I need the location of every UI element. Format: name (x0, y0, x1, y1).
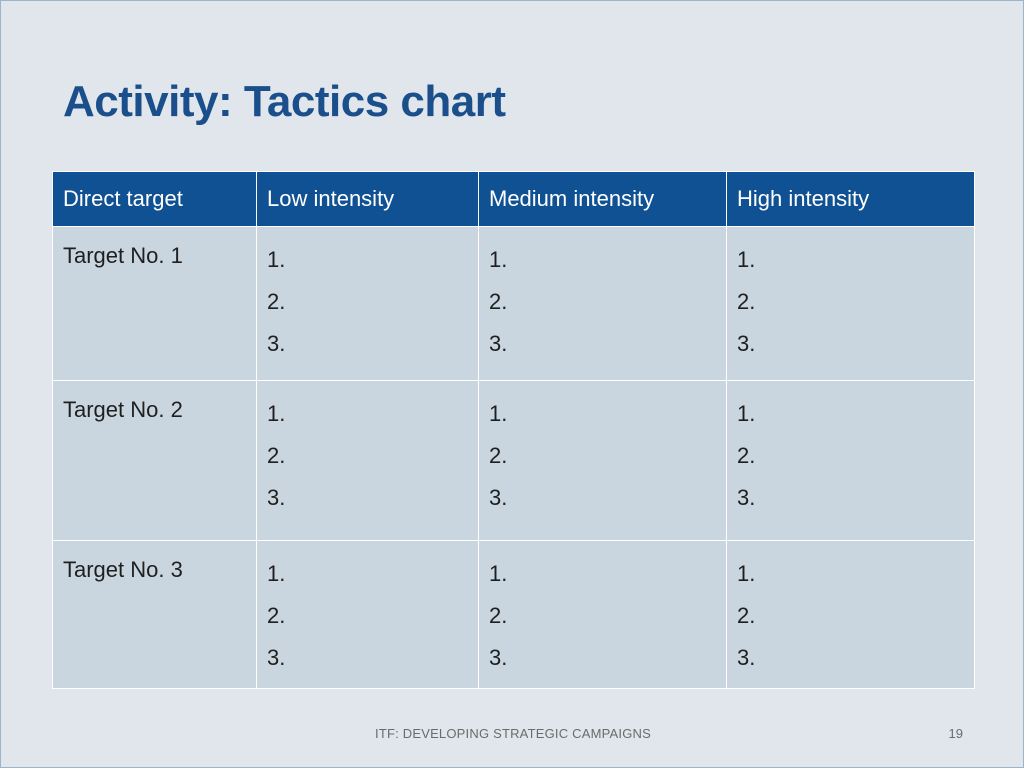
table-row: Target No. 1 1. 2. 3. 1. 2. 3. 1. 2. 3. (52, 226, 975, 381)
medium-intensity-cell: 1. 2. 3. (478, 380, 727, 541)
list-item: 1. (737, 247, 756, 272)
slide-title: Activity: Tactics chart (63, 77, 506, 126)
list-item: 2. (489, 603, 508, 628)
target-cell: Target No. 1 (52, 226, 257, 381)
list-item: 3. (267, 645, 286, 670)
header-direct-target: Direct target (52, 171, 257, 227)
low-intensity-cell: 1. 2. 3. (256, 540, 479, 689)
target-cell: Target No. 2 (52, 380, 257, 541)
high-intensity-cell: 1. 2. 3. (726, 226, 975, 381)
header-low-intensity: Low intensity (256, 171, 479, 227)
list-item: 3. (737, 645, 756, 670)
medium-intensity-cell: 1. 2. 3. (478, 540, 727, 689)
slide-footer: ITF: DEVELOPING STRATEGIC CAMPAIGNS (375, 726, 651, 741)
list-item: 1. (489, 401, 508, 426)
list-item: 1. (267, 247, 286, 272)
low-intensity-cell: 1. 2. 3. (256, 380, 479, 541)
list-item: 2. (267, 443, 286, 468)
list-item: 1. (267, 401, 286, 426)
high-intensity-cell: 1. 2. 3. (726, 540, 975, 689)
list-item: 2. (737, 603, 756, 628)
list-item: 3. (489, 331, 508, 356)
table-row: Target No. 3 1. 2. 3. 1. 2. 3. 1. 2. 3. (52, 540, 975, 689)
list-item: 3. (737, 485, 756, 510)
list-item: 3. (489, 645, 508, 670)
list-item: 3. (267, 331, 286, 356)
low-intensity-cell: 1. 2. 3. (256, 226, 479, 381)
list-item: 3. (267, 485, 286, 510)
list-item: 2. (267, 603, 286, 628)
medium-intensity-cell: 1. 2. 3. (478, 226, 727, 381)
target-cell: Target No. 3 (52, 540, 257, 689)
list-item: 2. (267, 289, 286, 314)
page-number: 19 (948, 726, 963, 741)
list-item: 2. (737, 443, 756, 468)
list-item: 2. (489, 289, 508, 314)
list-item: 1. (737, 561, 756, 586)
list-item: 2. (737, 289, 756, 314)
list-item: 1. (267, 561, 286, 586)
header-high-intensity: High intensity (726, 171, 975, 227)
list-item: 1. (489, 247, 508, 272)
high-intensity-cell: 1. 2. 3. (726, 380, 975, 541)
table-header-row: Direct target Low intensity Medium inten… (52, 171, 975, 227)
list-item: 2. (489, 443, 508, 468)
list-item: 1. (737, 401, 756, 426)
tactics-table: Direct target Low intensity Medium inten… (52, 171, 975, 689)
list-item: 1. (489, 561, 508, 586)
list-item: 3. (489, 485, 508, 510)
table-row: Target No. 2 1. 2. 3. 1. 2. 3. 1. 2. 3. (52, 380, 975, 541)
list-item: 3. (737, 331, 756, 356)
header-medium-intensity: Medium intensity (478, 171, 727, 227)
